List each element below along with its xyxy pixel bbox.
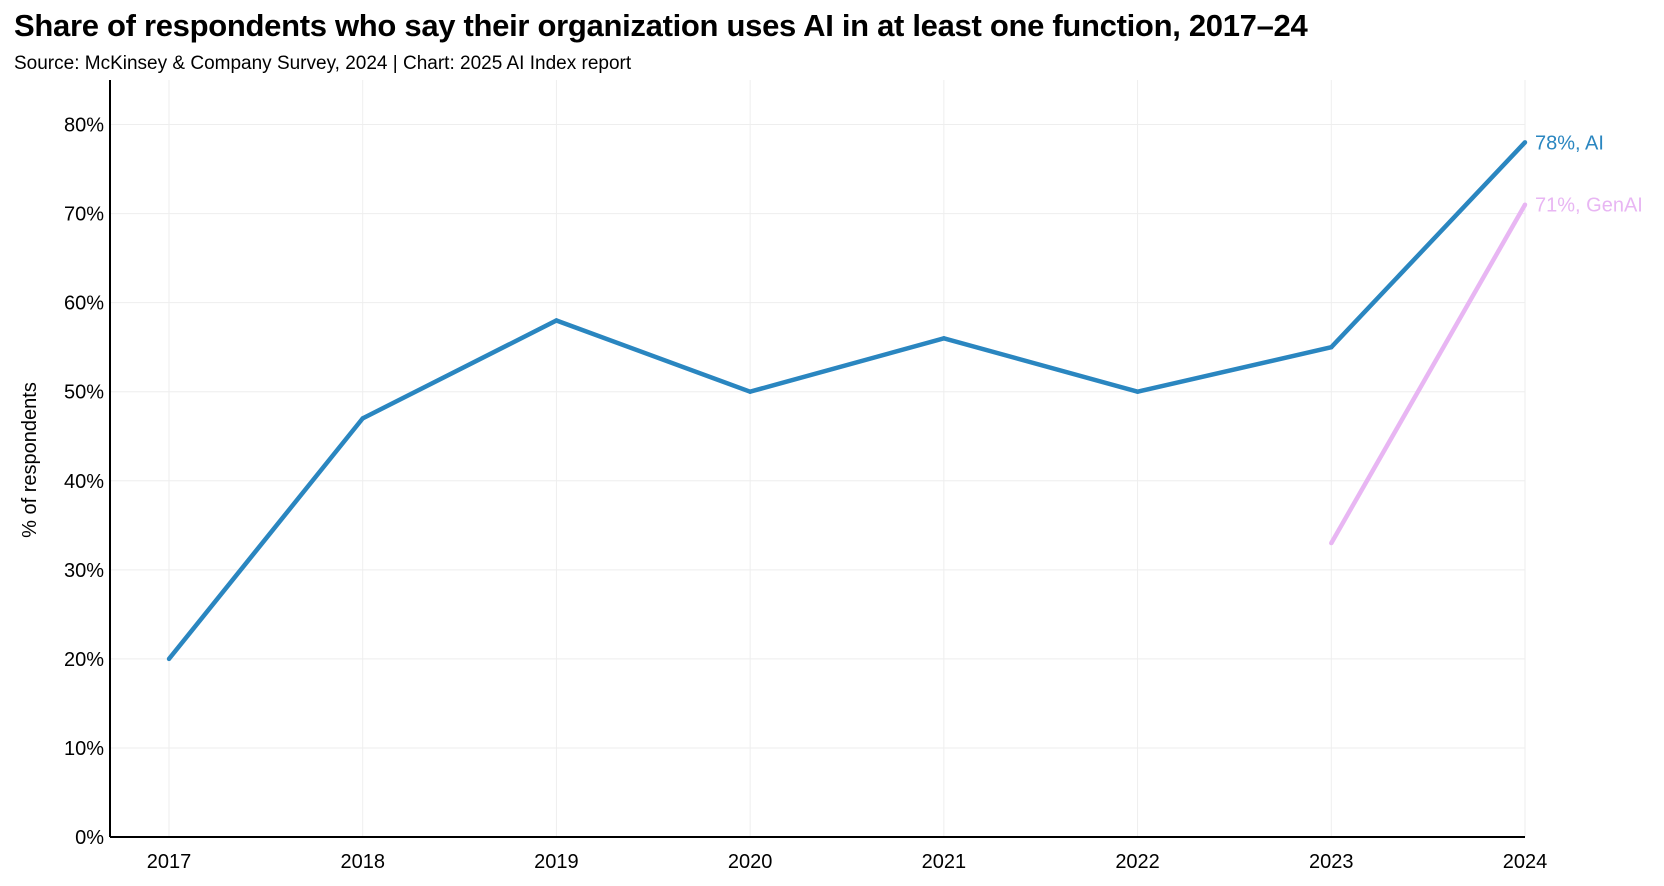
y-tick-label: 80%	[64, 115, 104, 137]
axes	[109, 80, 1525, 838]
y-tick-labels: 0% 10% 20% 30% 40% 50% 60% 70% 80%	[64, 115, 104, 849]
series	[166, 140, 1528, 662]
data-point-ai	[941, 336, 947, 341]
y-tick-label: 70%	[64, 204, 104, 226]
chart-subtitle: Source: McKinsey & Company Survey, 2024 …	[14, 53, 632, 74]
data-point-ai	[1522, 140, 1528, 145]
series-line-genai	[1329, 203, 1527, 545]
data-point-ai	[554, 318, 559, 323]
y-tick-label: 50%	[64, 382, 104, 404]
y-tick-label: 30%	[64, 560, 104, 582]
y-axis-title: % of respondents	[19, 382, 41, 538]
x-tick-label: 2018	[340, 851, 385, 873]
y-tick-label: 40%	[64, 471, 104, 493]
x-tick-label: 2020	[728, 851, 773, 873]
x-tick-label: 2023	[1309, 851, 1354, 873]
gridlines	[110, 80, 1526, 837]
data-point-ai	[1329, 344, 1334, 350]
y-tick-label: 10%	[64, 738, 104, 760]
series-line-ai	[167, 140, 1527, 661]
chart-title: Share of respondents who say their organ…	[14, 8, 1308, 43]
x-tick-label: 2022	[1115, 851, 1160, 873]
y-tick-label: 0%	[75, 827, 104, 849]
end-labels: 78%, AI 71%, GenAI	[1535, 132, 1643, 216]
data-point-genai	[1329, 540, 1334, 546]
end-label-genai: 71%, GenAI	[1535, 195, 1643, 217]
y-tick-label: 20%	[64, 649, 104, 671]
x-tick-label: 2019	[534, 851, 579, 873]
data-point-genai	[1522, 202, 1528, 207]
x-tick-label: 2024	[1503, 851, 1548, 873]
x-tick-label: 2017	[147, 851, 192, 873]
end-label-ai: 78%, AI	[1535, 132, 1604, 154]
y-tick-label: 60%	[64, 293, 104, 315]
data-point-ai	[360, 416, 365, 421]
x-tick-labels: 2017 2018 2019 2020 2021 2022 2023 2024	[147, 851, 1548, 873]
x-tick-label: 2021	[922, 851, 967, 873]
data-point-ai	[1135, 389, 1140, 394]
data-point-ai	[166, 656, 172, 662]
data-point-ai	[747, 389, 753, 394]
